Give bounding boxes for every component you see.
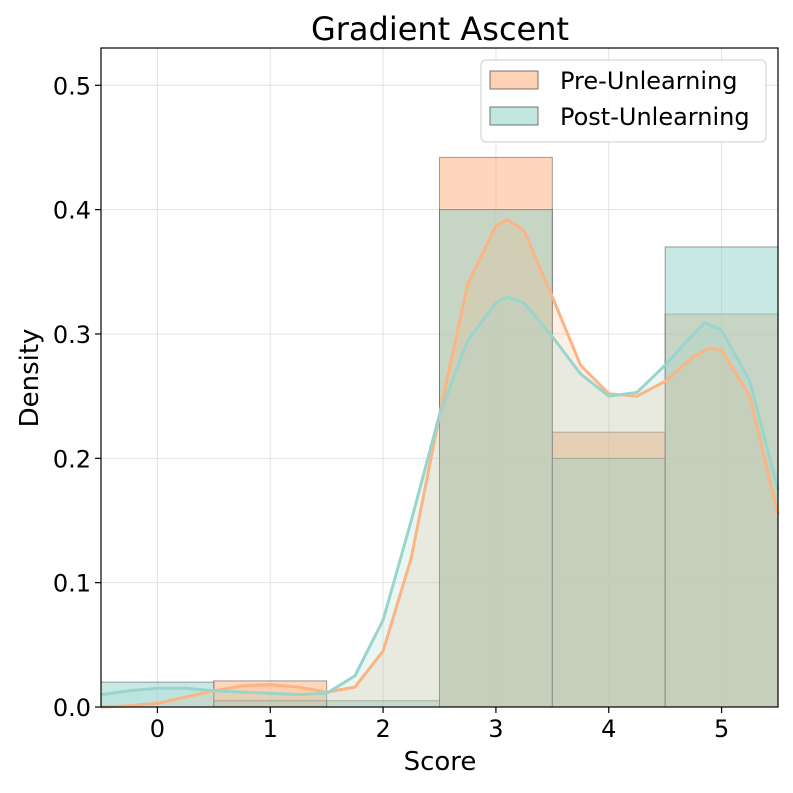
x-tick-label-5: 5 xyxy=(714,715,729,743)
x-tick-label-2: 2 xyxy=(375,715,390,743)
legend-label-pre-unlearning: Pre-Unlearning xyxy=(560,67,738,95)
y-axis-label: Density xyxy=(15,329,45,428)
x-tick-label-0: 0 xyxy=(150,715,165,743)
kde-fills xyxy=(101,219,778,707)
kde-fill-post xyxy=(101,296,778,707)
kde-line-post xyxy=(100,295,780,697)
bar-post-score-5 xyxy=(664,246,779,708)
legend-swatch-post-unlearning xyxy=(489,106,539,126)
y-tick-label-2: 0.2 xyxy=(53,445,91,473)
kde-line-pre xyxy=(100,218,780,709)
y-tick-label-5: 0.5 xyxy=(53,72,91,100)
y-tick-label-3: 0.3 xyxy=(53,321,91,349)
legend-swatch-pre-unlearning xyxy=(489,70,539,90)
x-tick-label-4: 4 xyxy=(601,715,616,743)
bar-post-score-3 xyxy=(439,209,553,708)
y-tick-label-4: 0.4 xyxy=(53,197,91,225)
y-tick-label-0: 0.0 xyxy=(53,694,91,722)
x-axis-ticks: 0 1 2 3 4 5 xyxy=(150,707,729,743)
x-tick-label-1: 1 xyxy=(263,715,278,743)
legend-box xyxy=(480,59,767,143)
x-axis-label: Score xyxy=(404,747,477,777)
kde-fill-pre xyxy=(101,219,778,707)
kde-lines xyxy=(100,218,780,709)
bars-post-unlearning xyxy=(100,209,779,708)
chart-title: Gradient Ascent xyxy=(311,10,569,48)
x-tick-label-3: 3 xyxy=(488,715,503,743)
legend-label-post-unlearning: Post-Unlearning xyxy=(560,103,750,131)
y-tick-label-1: 0.1 xyxy=(53,570,91,598)
y-axis-ticks: 0.0 0.1 0.2 0.3 0.4 0.5 xyxy=(53,72,101,722)
plot-frame xyxy=(100,47,779,708)
legend: Pre-Unlearning Post-Unlearning xyxy=(480,59,767,143)
